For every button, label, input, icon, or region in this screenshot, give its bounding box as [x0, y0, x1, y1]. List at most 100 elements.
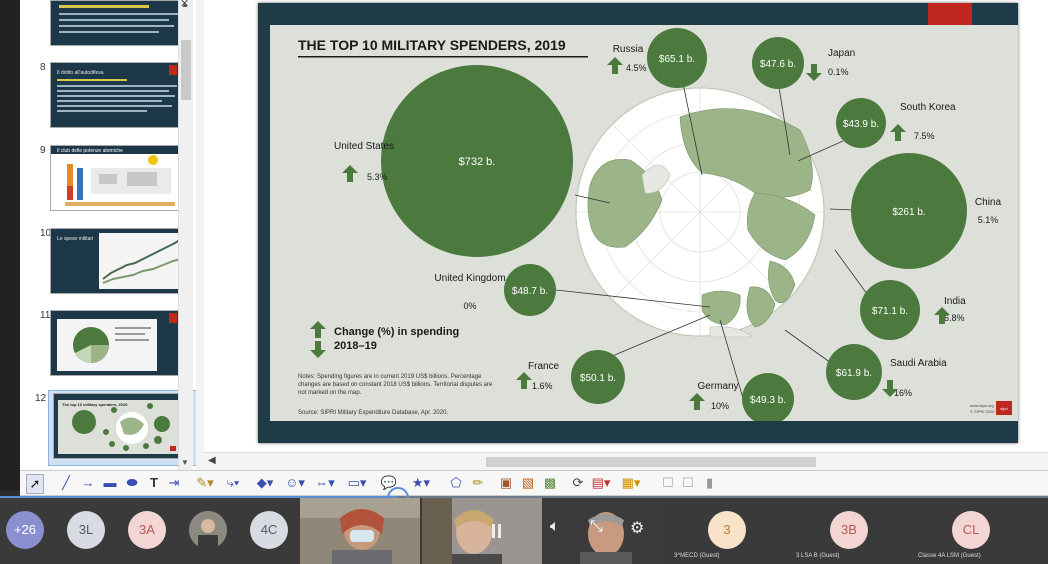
text-tool-icon[interactable]: T [150, 475, 158, 490]
change-saudi-arabia: 16% [894, 388, 912, 398]
legend-text: Change (%) in spending 2018–19 [334, 326, 460, 352]
svg-text:$65.1 b.: $65.1 b. [659, 54, 695, 65]
slide-content-panel: THE TOP 10 MILITARY SPENDERS, 2019 [270, 25, 1018, 425]
slide-title: THE TOP 10 MILITARY SPENDERS, 2019 [298, 37, 566, 53]
toolbar-overflow-icon[interactable]: ▮ [706, 475, 714, 490]
connector-tool-icon[interactable]: ⤷▾ [226, 475, 240, 490]
arrow-up-icon [890, 124, 906, 141]
scroll-up-icon[interactable]: ▲ [181, 0, 189, 9]
participant-video-3[interactable]: 🔈︎ ⤡ ⚙︎ [544, 498, 664, 564]
participant-avatar[interactable]: 3B [830, 511, 868, 549]
participant-avatar[interactable]: 4C [250, 511, 288, 549]
ellipse-tool-icon[interactable]: ⬬ [126, 475, 138, 490]
glue-points-icon[interactable]: ✏ [472, 475, 484, 490]
change-united-states: 5.3% [367, 172, 388, 182]
scroll-thumb[interactable] [181, 40, 191, 100]
arrow-up-icon [310, 321, 326, 338]
bubble-united-kingdom: $48.7 b. [504, 264, 556, 316]
label-india: India [944, 296, 966, 307]
slide-thumbnail-10[interactable]: Le spese militari [50, 228, 190, 294]
speaker-icon[interactable]: 🔈︎ [550, 518, 560, 535]
scroll-left-icon[interactable]: ◀ [208, 455, 216, 466]
participant-avatar[interactable]: 3 [708, 511, 746, 549]
minimize-icon[interactable]: ⤡ [590, 518, 603, 535]
participant-avatar[interactable]: 3A [128, 511, 166, 549]
slide-thumbnail-7[interactable] [50, 0, 190, 46]
slide-number: 9 [40, 145, 46, 156]
participant-photo-avatar[interactable] [189, 511, 227, 549]
bubble-india: $71.1 b. [860, 280, 920, 340]
slide-thumbnail-9[interactable]: Il club delle potenze atomiche [50, 145, 190, 211]
extrusion-icon[interactable]: ☐ [682, 475, 694, 490]
fit-text-tool-icon[interactable]: ⇥ [168, 475, 180, 490]
slide-thumbnail-8[interactable]: Il diritto all'autodifesa [50, 62, 190, 128]
thumbnail-heading: Le spese militari [57, 236, 93, 242]
slide-number: 10 [40, 228, 52, 239]
arrow-line-tool-icon[interactable]: → [81, 475, 95, 490]
more-participants-badge[interactable]: +26 [6, 511, 44, 549]
editor-horizontal-scrollbar[interactable]: ◀ [204, 452, 1048, 471]
svg-text:$43.9 b.: $43.9 b. [843, 119, 879, 130]
bubble-japan: $47.6 b. [752, 37, 804, 89]
arrow-up-icon [607, 57, 623, 74]
points-icon[interactable]: ⬠ [450, 475, 462, 490]
label-france: France [528, 361, 560, 372]
line-tool-icon[interactable]: ╱ [62, 475, 70, 490]
participant-video-2[interactable] [422, 498, 542, 564]
slide-number: 11 [40, 310, 51, 321]
settings-gear-icon[interactable]: ⚙︎ [630, 520, 645, 537]
svg-text:$47.6 b.: $47.6 b. [760, 59, 796, 70]
svg-text:$50.1 b.: $50.1 b. [580, 373, 616, 384]
slide-notes: Notes: Spending figures are in current 2… [298, 374, 493, 396]
select-tool-icon[interactable]: ➚ [26, 474, 44, 494]
label-united-states: United States [334, 141, 394, 152]
stars-icon[interactable]: ★▾ [411, 475, 431, 490]
svg-text:$48.7 b.: $48.7 b. [512, 286, 548, 297]
shadow-icon[interactable]: ☐ [662, 475, 674, 490]
basic-shapes-icon[interactable]: ◆▾ [256, 475, 274, 490]
bubble-united-states: $732 b. [381, 65, 573, 257]
drawing-toolbar: ➚ ╱ → ▬ ⬬ T ⇥ ✎▾ ⤷▾ ◆▾ ☺▾ ⇔▾ ▭▾ 💬▾ ★▾ ⬠ … [20, 470, 1048, 508]
align-icon[interactable]: ▤▾ [591, 475, 611, 490]
fontwork-icon[interactable]: ▣ [499, 475, 513, 490]
participant-avatar[interactable]: 3L [67, 511, 105, 549]
label-germany: Germany [697, 381, 738, 392]
block-arrows-icon[interactable]: ⇔▾ [315, 475, 335, 490]
participant-avatar[interactable]: CL [952, 511, 990, 549]
flowchart-icon[interactable]: ▭▾ [347, 475, 367, 490]
rotate-icon[interactable]: ⟳ [572, 475, 584, 490]
svg-text:$71.1 b.: $71.1 b. [872, 306, 908, 317]
world-map-globe [575, 87, 825, 338]
svg-text:$261 b.: $261 b. [892, 207, 925, 218]
sipri-logo [996, 401, 1012, 415]
participant-name: 3^MECD (Guest) [674, 553, 720, 559]
navigator-scrollbar[interactable]: ▲ ▼ [178, 0, 193, 470]
curve-tool-icon[interactable]: ✎▾ [196, 475, 214, 490]
change-india: 6.8% [944, 313, 965, 323]
close-pane-icon[interactable]: ✕ [180, 0, 190, 10]
slide-canvas[interactable]: THE TOP 10 MILITARY SPENDERS, 2019 [258, 3, 1018, 443]
arrow-up-icon [342, 165, 358, 182]
scroll-thumb[interactable] [486, 457, 816, 467]
change-france: 1.6% [532, 381, 553, 391]
bubble-saudi-arabia: $61.9 b. [826, 344, 882, 400]
thumbnail-heading: Il club delle potenze atomiche [57, 148, 123, 154]
window-edge [0, 0, 20, 490]
insert-media-icon[interactable]: ▩ [543, 475, 557, 490]
bubble-russia: $65.1 b. [647, 28, 707, 88]
thumbnail-heading: Il diritto all'autodifesa [57, 70, 104, 76]
change-united-kingdom: 0% [463, 301, 476, 311]
label-russia: Russia [613, 44, 644, 55]
panel-splitter[interactable] [196, 0, 204, 470]
slide-thumbnail-12[interactable]: The top 10 military spenders, 2019 [53, 393, 189, 459]
insert-image-icon[interactable]: ▧ [521, 475, 535, 490]
slide-navigator[interactable]: 8 Il diritto all'autodifesa 9 Il club de… [20, 0, 203, 470]
slide-thumbnail-11[interactable] [50, 310, 190, 376]
rectangle-tool-icon[interactable]: ▬ [103, 475, 117, 490]
participant-video-1[interactable] [300, 498, 420, 564]
arrange-icon[interactable]: ▦▾ [621, 475, 641, 490]
symbol-shapes-icon[interactable]: ☺▾ [285, 475, 305, 490]
change-legend: Change (%) in spending 2018–19 [310, 321, 460, 358]
scroll-down-icon[interactable]: ▼ [181, 458, 189, 467]
change-arrows [342, 57, 950, 410]
